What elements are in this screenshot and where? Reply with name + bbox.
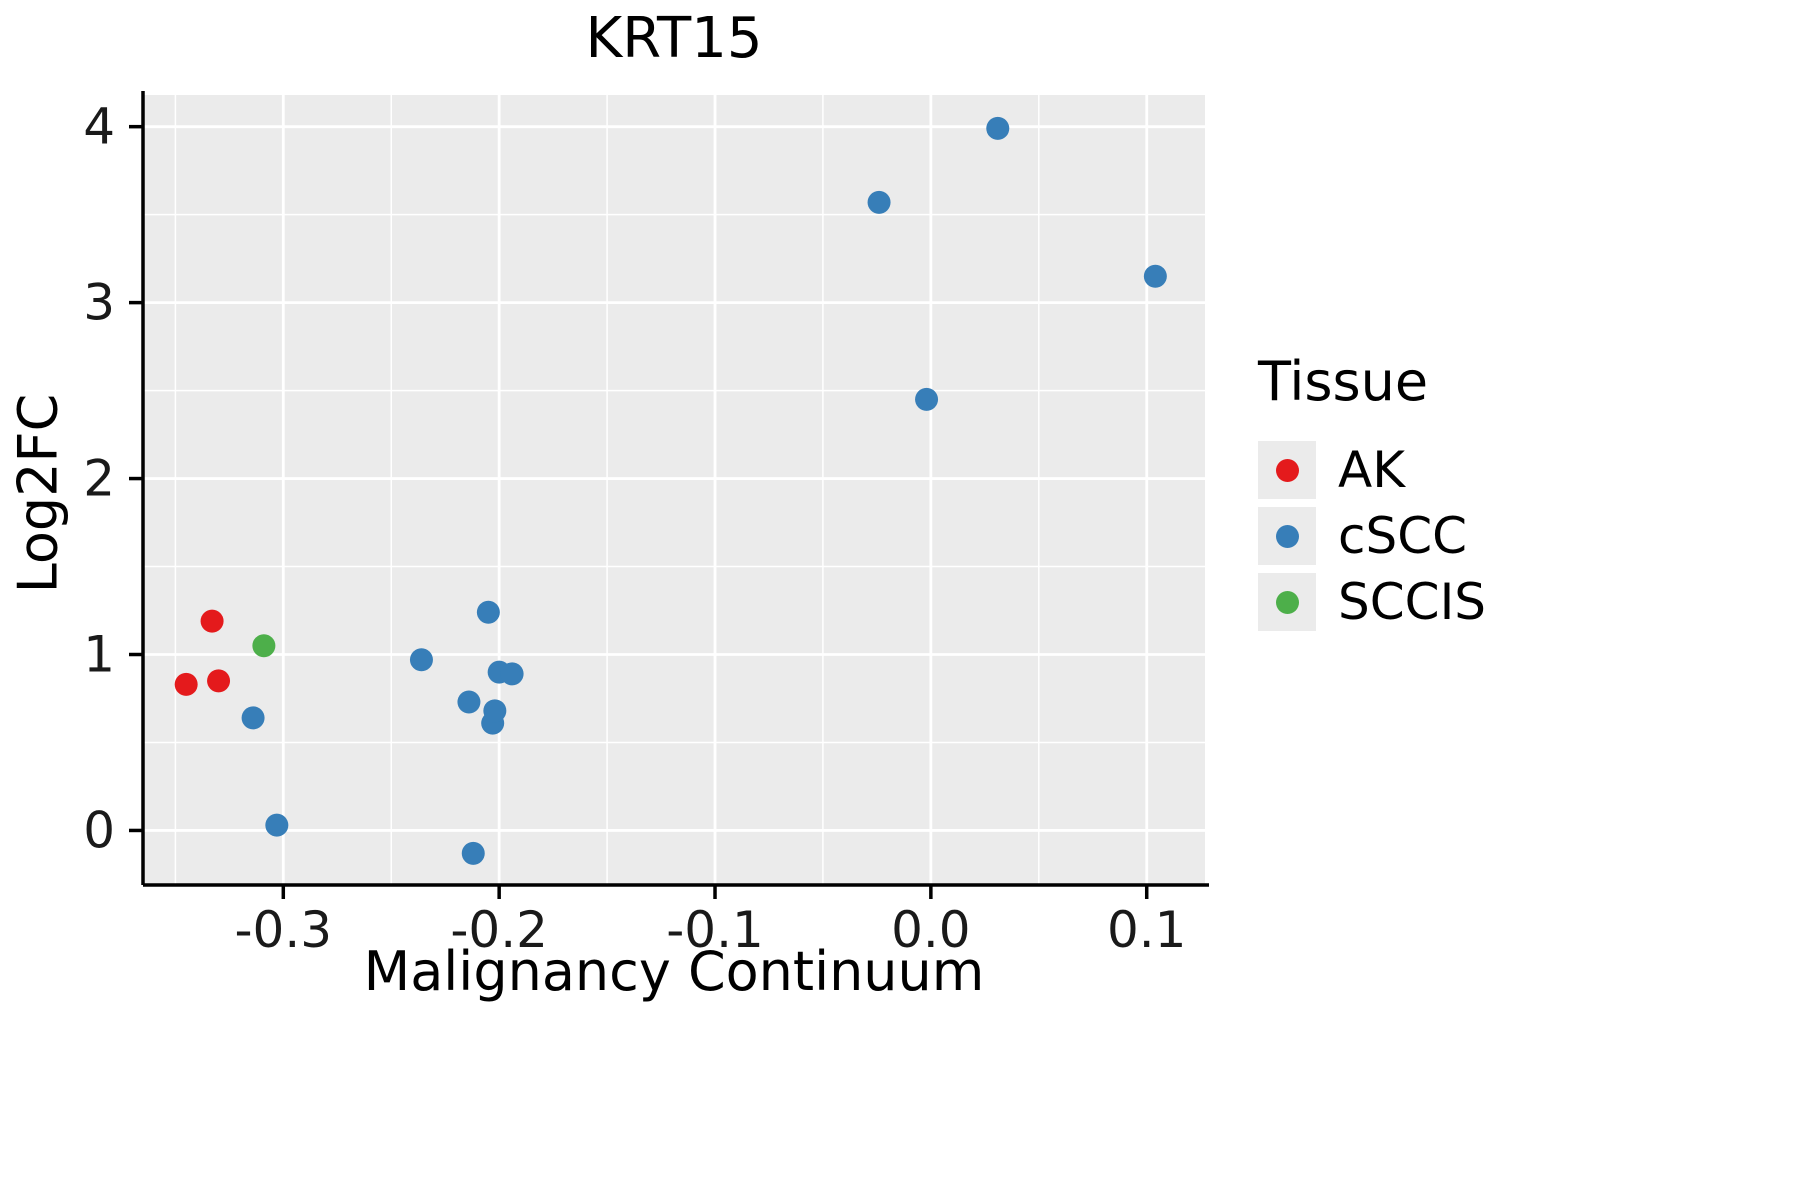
data-point-cSCC [409, 648, 433, 672]
legend-key [1258, 573, 1316, 631]
legend-item-SCCIS: SCCIS [1258, 573, 1486, 631]
legend-key [1258, 441, 1316, 499]
plot-panel [143, 95, 1205, 885]
y-tick-label: 0 [83, 801, 115, 859]
data-point-cSCC [986, 116, 1010, 140]
data-point-AK [174, 672, 198, 696]
legend-item-cSCC: cSCC [1258, 507, 1486, 565]
x-tick-label: 0.0 [891, 901, 971, 959]
legend-label: cSCC [1338, 507, 1468, 565]
data-point-cSCC [241, 706, 265, 730]
y-tick-label: 2 [83, 450, 115, 508]
y-tick-label: 3 [83, 274, 115, 332]
legend-dot-cSCC [1275, 524, 1299, 548]
x-tick-label: -0.1 [666, 901, 764, 959]
legend-dot-AK [1275, 458, 1299, 482]
data-point-cSCC [915, 387, 939, 411]
legend-item-AK: AK [1258, 441, 1486, 499]
data-point-AK [200, 609, 224, 633]
data-point-AK [207, 669, 231, 693]
data-point-cSCC [265, 813, 289, 837]
data-point-cSCC [867, 190, 891, 214]
data-point-cSCC [483, 699, 507, 723]
data-point-SCCIS [252, 634, 276, 658]
legend-items: AK cSCC SCCIS [1258, 441, 1486, 631]
x-tick-label: -0.2 [450, 901, 548, 959]
legend-key [1258, 507, 1316, 565]
x-axis-label: Malignancy Continuum [363, 940, 985, 1003]
data-point-cSCC [457, 690, 481, 714]
data-point-cSCC [476, 600, 500, 624]
x-tick-label: 0.1 [1107, 901, 1187, 959]
legend-title: Tissue [1258, 350, 1429, 413]
x-tick-label: -0.3 [235, 901, 333, 959]
data-point-cSCC [461, 841, 485, 865]
legend: Tissue AK cSCC SCCIS [1258, 350, 1486, 639]
chart-title: KRT15 [585, 6, 763, 71]
y-tick-label: 1 [83, 626, 115, 684]
data-point-cSCC [1143, 264, 1167, 288]
legend-label: SCCIS [1338, 573, 1487, 631]
legend-dot-SCCIS [1275, 590, 1299, 614]
legend-label: AK [1338, 441, 1405, 499]
data-point-cSCC [500, 662, 524, 686]
y-tick-label: 4 [83, 98, 115, 156]
